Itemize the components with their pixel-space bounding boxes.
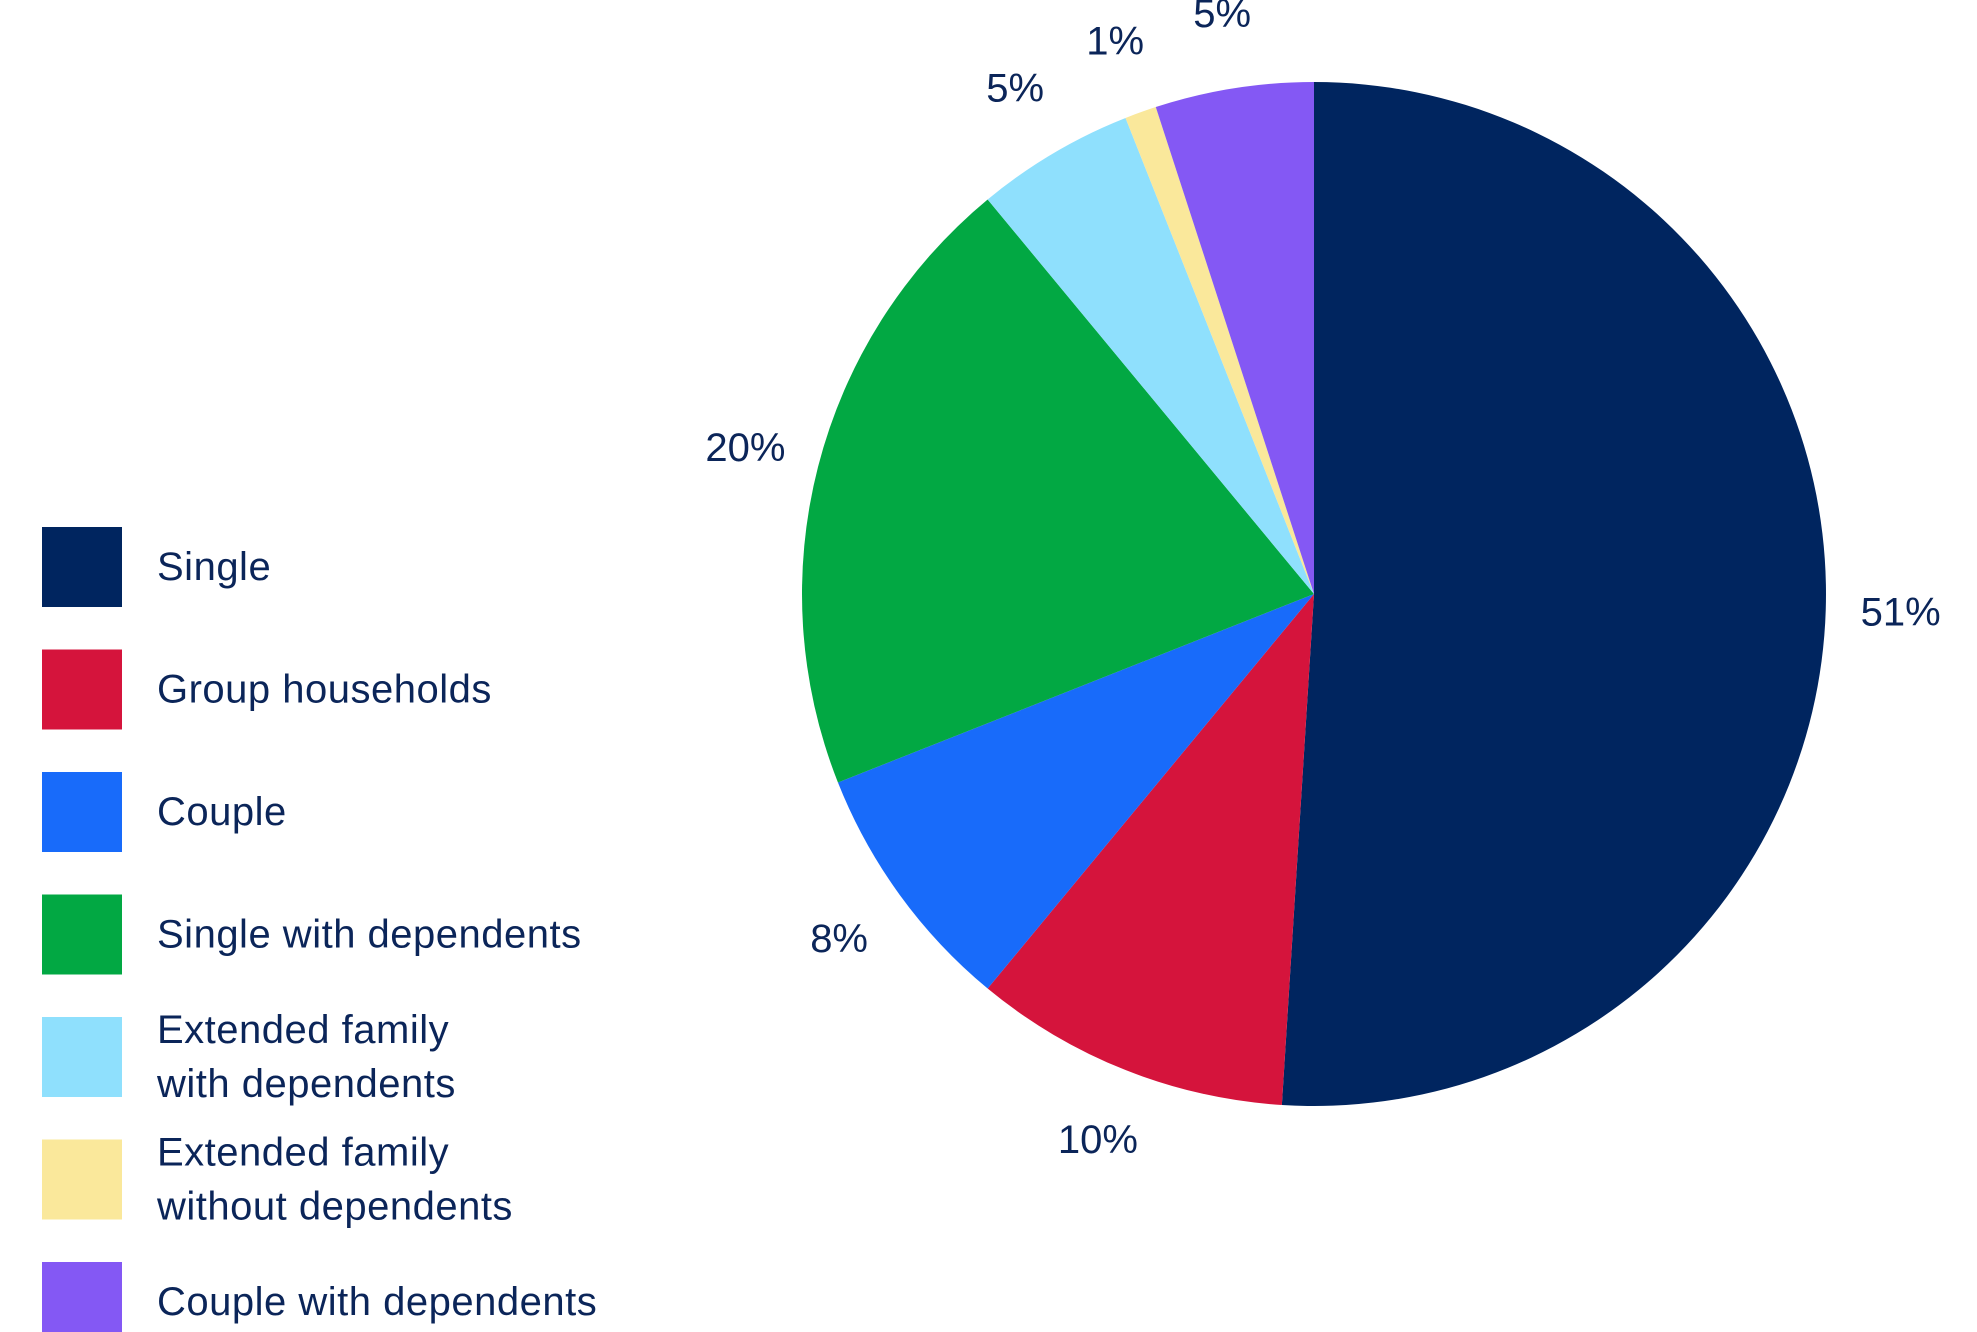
legend-item-single: Single — [42, 527, 271, 607]
pie-slices — [801, 82, 1826, 1106]
legend-swatch-couple — [42, 772, 122, 852]
legend-item-extended-family-with-dependents: Extended family with dependents — [42, 1008, 456, 1106]
legend-label-group-households: Group households — [157, 668, 492, 712]
legend-swatch-extended-family-with-dependents — [42, 1017, 122, 1097]
data-label-extended-family-without-dependents: 1% — [1086, 20, 1144, 64]
legend-swatch-extended-family-without-dependents — [42, 1139, 122, 1220]
legend-label-couple-with-dependents: Couple with dependents — [157, 1280, 597, 1324]
legend-label-extended-family-without-dependents: Extended family without dependents — [156, 1131, 513, 1229]
data-label-single-with-dependents: 20% — [705, 426, 785, 470]
legend-item-couple: Couple — [42, 772, 287, 852]
pie-slice-extended-family-with-dependents — [987, 117, 1314, 594]
legend-swatch-group-households — [42, 649, 122, 730]
legend-item-single-with-dependents: Single with dependents — [42, 894, 582, 975]
pie-slice-extended-family-without-dependents — [1125, 107, 1314, 594]
pie-slice-single — [1281, 82, 1826, 1106]
pie-slice-group-households — [987, 594, 1314, 1105]
legend-label-single: Single — [157, 545, 271, 589]
data-label-extended-family-with-dependents: 5% — [986, 67, 1044, 111]
data-label-couple: 8% — [810, 917, 868, 961]
pie-slice-couple-with-dependents — [1155, 82, 1314, 594]
legend-item-couple-with-dependents: Couple with dependents — [42, 1262, 597, 1332]
legend-swatch-single — [42, 527, 122, 607]
data-label-couple-with-dependents: 5% — [1193, 0, 1251, 36]
pie-slice-couple — [837, 594, 1314, 989]
slice-labels: 51% 10% 8% 20% 5% 1% 5% — [705, 0, 1940, 1162]
data-label-single: 51% — [1861, 590, 1941, 634]
legend-label-couple: Couple — [157, 790, 287, 834]
data-label-group-households: 10% — [1058, 1118, 1138, 1162]
legend-item-extended-family-without-dependents: Extended family without dependents — [42, 1131, 513, 1229]
legend-item-group-households: Group households — [42, 649, 492, 730]
legend-swatch-single-with-dependents — [42, 894, 122, 975]
legend-swatch-couple-with-dependents — [42, 1262, 122, 1332]
legend-label-extended-family-with-dependents: Extended family with dependents — [156, 1008, 456, 1106]
legend-label-single-with-dependents: Single with dependents — [157, 913, 582, 957]
legend: Single Group households Couple Single with … — [42, 527, 597, 1332]
pie-slice-single-with-dependents — [801, 199, 1314, 783]
